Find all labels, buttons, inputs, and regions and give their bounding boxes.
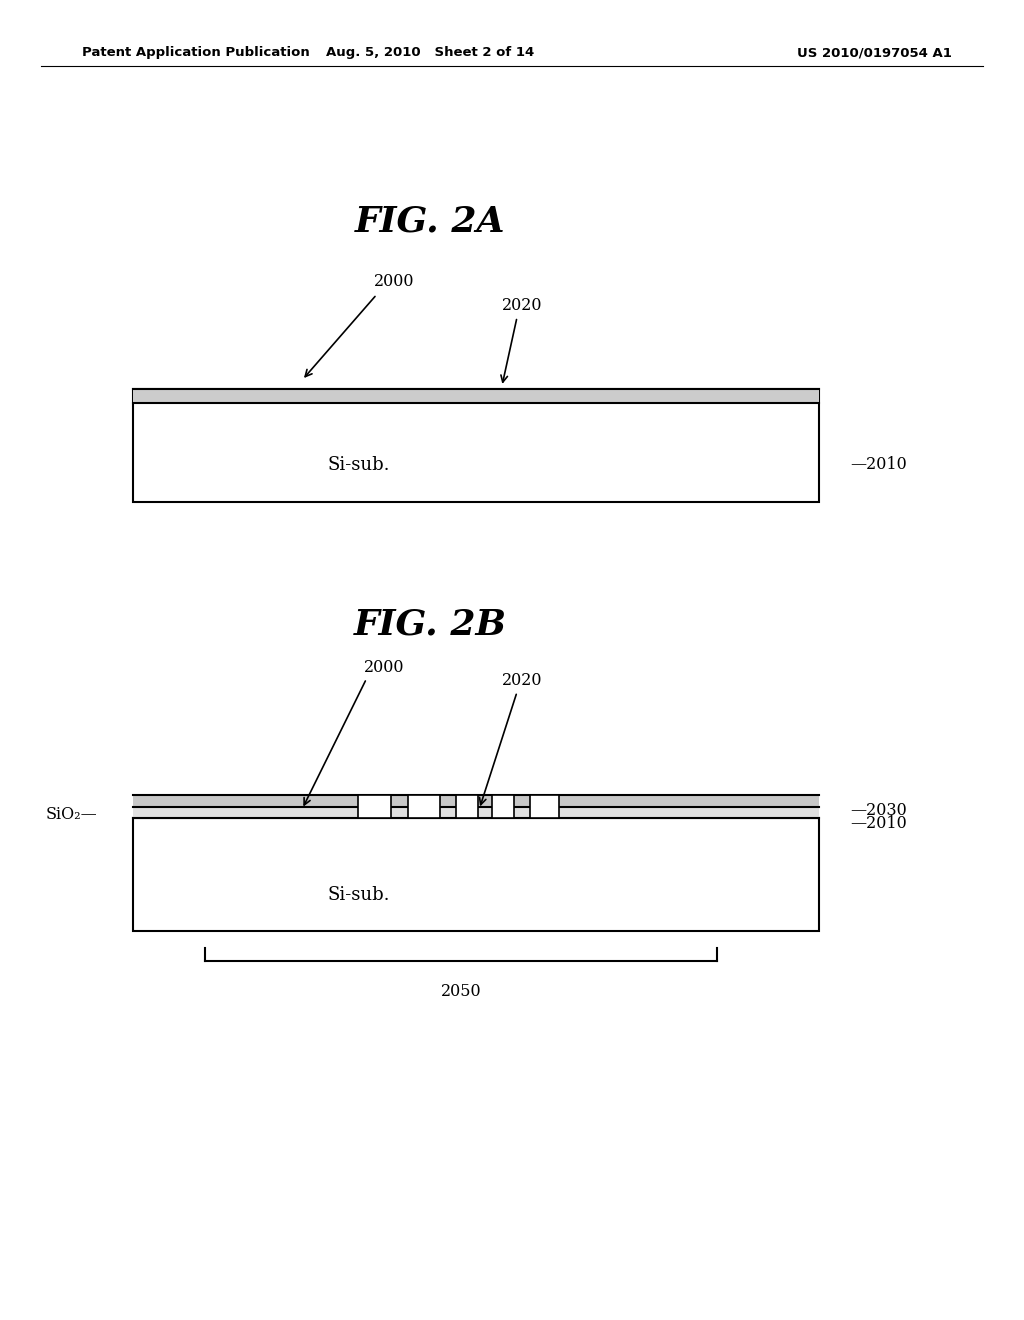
Text: 2020: 2020 xyxy=(502,672,543,689)
Bar xyxy=(530,795,559,818)
Text: SiO₂—: SiO₂— xyxy=(45,807,97,822)
Bar xyxy=(492,795,514,818)
Text: —2010: —2010 xyxy=(850,816,906,832)
Bar xyxy=(408,795,440,818)
Text: Aug. 5, 2010   Sheet 2 of 14: Aug. 5, 2010 Sheet 2 of 14 xyxy=(326,46,535,59)
Text: FIG. 2B: FIG. 2B xyxy=(353,607,507,642)
Text: 2020: 2020 xyxy=(502,297,543,314)
Bar xyxy=(133,389,819,502)
Bar xyxy=(133,818,819,931)
Bar xyxy=(133,807,819,818)
Text: —2010: —2010 xyxy=(850,457,906,473)
Text: Patent Application Publication: Patent Application Publication xyxy=(82,46,309,59)
Text: 2000: 2000 xyxy=(374,273,415,290)
Bar xyxy=(358,795,391,818)
Text: —2030: —2030 xyxy=(850,803,906,818)
Text: Si-sub.: Si-sub. xyxy=(328,455,390,474)
Text: US 2010/0197054 A1: US 2010/0197054 A1 xyxy=(798,46,952,59)
Bar xyxy=(133,389,819,403)
Text: FIG. 2A: FIG. 2A xyxy=(355,205,505,239)
Text: 2050: 2050 xyxy=(440,983,481,1001)
Bar xyxy=(456,795,478,818)
Text: 2000: 2000 xyxy=(364,659,404,676)
Text: Si-sub.: Si-sub. xyxy=(328,886,390,904)
Bar xyxy=(133,795,819,807)
